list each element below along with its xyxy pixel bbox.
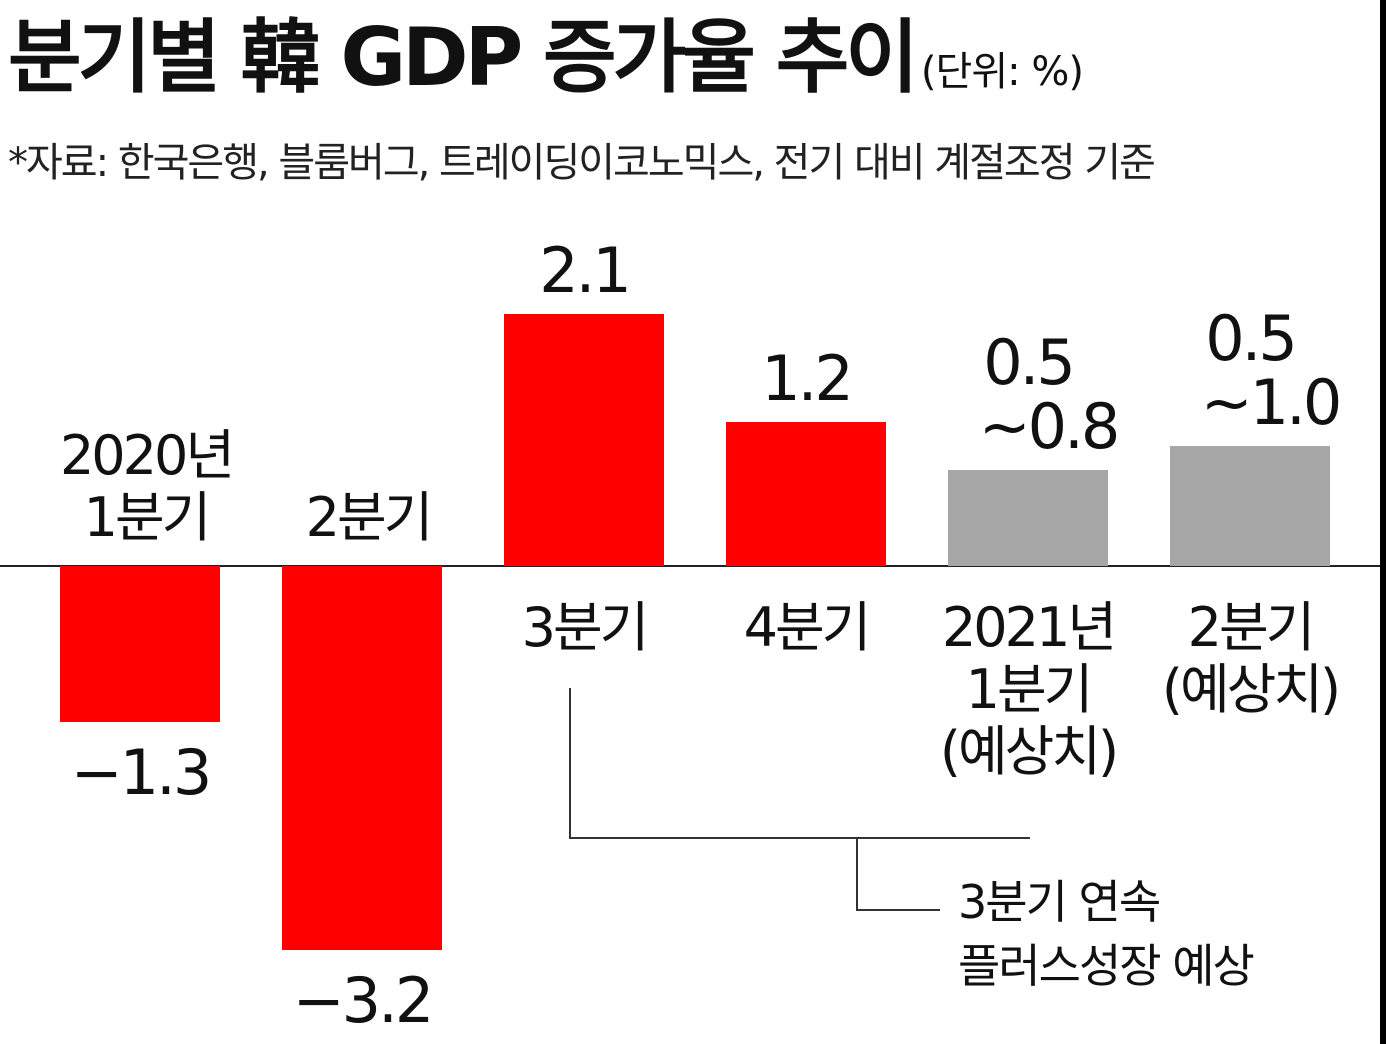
category-label-1: 2020년 — [60, 424, 232, 487]
category-label-3: 3분기 — [522, 596, 647, 659]
value-label-1: −1.3 — [71, 736, 210, 809]
category-label-5: 2021년 — [942, 596, 1114, 659]
value-label-2: −3.2 — [293, 964, 432, 1037]
value-label-4: 1.2 — [761, 342, 851, 415]
category-label-4: 4분기 — [744, 596, 869, 659]
bar-1 — [60, 566, 220, 722]
annotation-text: 3분기 연속 — [958, 875, 1159, 929]
value-label-5: 0.5 — [983, 326, 1073, 399]
category-label-6: (예상치) — [1162, 658, 1338, 721]
value-label-6: 0.5 — [1205, 302, 1295, 375]
bar-5 — [948, 470, 1108, 566]
category-label-6: 2분기 — [1188, 596, 1313, 659]
value-label-5: ~0.8 — [979, 390, 1118, 463]
title-text: 분기별 韓 GDP 증가율 추이 — [8, 11, 919, 104]
bar-3 — [504, 314, 664, 566]
annotation-text: 플러스성장 예상 — [958, 939, 1254, 993]
category-label-1: 1분기 — [84, 486, 209, 549]
bar-2 — [282, 566, 442, 950]
annotation-leader — [856, 838, 940, 911]
source-note: *자료: 한국은행, 블룸버그, 트레이딩이코노믹스, 전기 대비 계절조정 기… — [8, 140, 1156, 186]
annotation-bracket — [569, 688, 1030, 839]
frame-border — [1380, 0, 1386, 1044]
value-label-3: 2.1 — [539, 234, 629, 307]
value-label-6: ~1.0 — [1201, 366, 1340, 439]
chart-title: 분기별 韓 GDP 증가율 추이 (단위: %) — [8, 18, 1084, 98]
category-label-5: 1분기 — [966, 658, 1091, 721]
unit-label: (단위: %) — [920, 49, 1084, 95]
bar-4 — [726, 422, 886, 566]
category-label-5: (예상치) — [940, 720, 1116, 783]
bar-6 — [1170, 446, 1330, 566]
category-label-2: 2분기 — [306, 486, 431, 549]
